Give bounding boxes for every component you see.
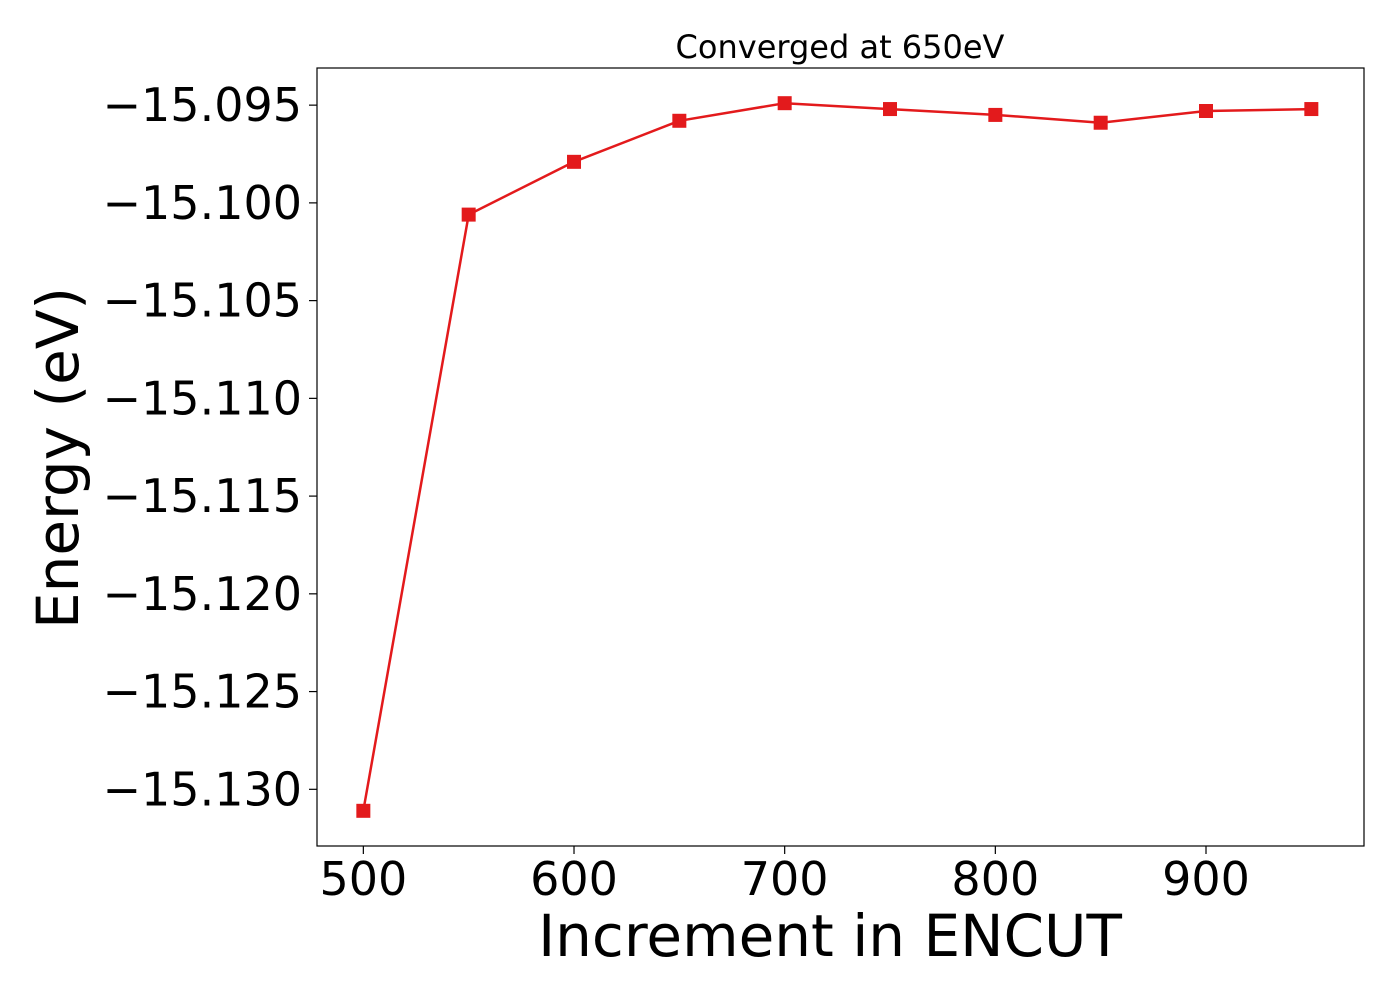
y-tick-label: −15.115 xyxy=(103,469,303,523)
y-axis-label: Energy (eV) xyxy=(24,287,92,629)
data-point-marker xyxy=(356,803,371,818)
x-axis-label: Increment in ENCUT xyxy=(538,902,1122,970)
data-point-marker xyxy=(567,154,582,169)
x-tick-label: 700 xyxy=(741,852,829,906)
x-tick-label: 800 xyxy=(951,852,1039,906)
data-point-marker xyxy=(777,96,792,111)
y-tick-label: −15.105 xyxy=(103,274,303,328)
chart-title: Converged at 650eV xyxy=(676,28,1005,66)
series-layer xyxy=(356,96,1319,818)
data-point-marker xyxy=(1093,115,1108,130)
plot-area-frame xyxy=(316,67,1365,847)
x-tick-label: 500 xyxy=(319,852,407,906)
y-tick-label: −15.120 xyxy=(103,567,303,621)
data-point-marker xyxy=(883,102,898,117)
y-tick-label: −15.095 xyxy=(103,78,303,132)
data-point-marker xyxy=(1304,102,1319,117)
data-point-marker xyxy=(672,113,687,128)
x-axis: 500 600 700 800 900 xyxy=(319,846,1250,906)
data-point-marker xyxy=(988,107,1003,122)
data-point-marker xyxy=(1199,104,1214,119)
x-tick-label: 600 xyxy=(530,852,618,906)
data-point-marker xyxy=(461,207,476,222)
series-line xyxy=(362,101,1312,812)
x-tick-label: 900 xyxy=(1162,852,1250,906)
y-tick-label: −15.130 xyxy=(103,762,303,816)
y-tick-label: −15.100 xyxy=(103,176,303,230)
y-axis: −15.095 −15.100 −15.105 −15.110 −15.115 −15.1… xyxy=(103,78,317,816)
y-tick-label: −15.110 xyxy=(103,371,303,425)
y-tick-label: −15.125 xyxy=(103,665,303,719)
